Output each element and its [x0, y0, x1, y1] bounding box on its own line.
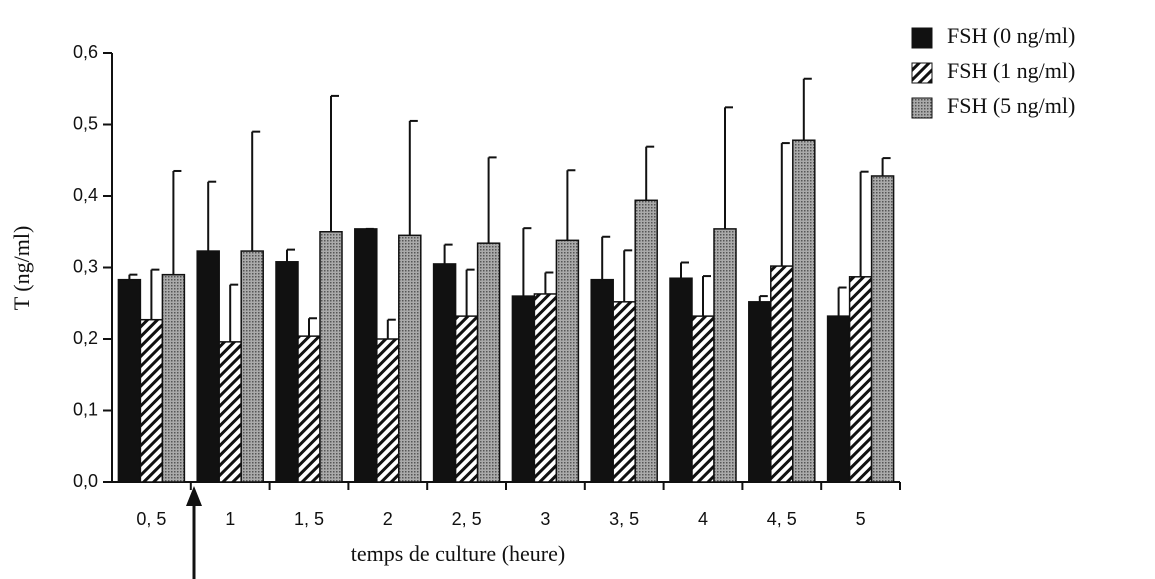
bar	[770, 265, 794, 483]
bar	[511, 295, 536, 483]
bar	[275, 261, 299, 483]
bar	[297, 335, 321, 483]
bar	[161, 273, 186, 483]
legend-swatch	[911, 27, 933, 49]
bar	[634, 199, 658, 483]
bar	[612, 301, 636, 483]
arrow	[186, 486, 202, 579]
y-tick-label: 0,2	[73, 328, 98, 348]
y-tick-label: 0,4	[73, 185, 98, 205]
bar	[713, 228, 737, 483]
bar	[376, 338, 400, 483]
bar	[319, 231, 343, 483]
bar	[691, 315, 715, 483]
x-tick-label: 1, 5	[294, 509, 324, 529]
bar	[555, 239, 580, 483]
bar	[117, 278, 142, 483]
x-tick-label: 3, 5	[609, 509, 639, 529]
bar	[669, 277, 693, 483]
bar	[870, 175, 895, 483]
bar	[476, 242, 501, 483]
legend-label: FSH (5 ng/ml)	[947, 93, 1075, 118]
x-tick-label: 0, 5	[136, 509, 166, 529]
legend-label: FSH (0 ng/ml)	[947, 23, 1075, 48]
y-tick-label: 0,6	[73, 42, 98, 62]
y-tick-label: 0,1	[73, 399, 98, 419]
x-tick-label: 4, 5	[767, 509, 797, 529]
bar	[218, 341, 242, 483]
bar	[590, 278, 614, 483]
x-tick-label: 1	[225, 509, 235, 529]
bar	[432, 263, 457, 483]
x-tick-label: 2	[383, 509, 393, 529]
bar	[196, 250, 220, 483]
x-axis-label: temps de culture (heure)	[351, 541, 565, 566]
bar	[533, 293, 558, 483]
bar	[240, 250, 264, 483]
bar	[792, 139, 816, 483]
x-tick-label: 3	[540, 509, 550, 529]
legend-label: FSH (1 ng/ml)	[947, 58, 1075, 83]
y-tick-label: 0,5	[73, 113, 98, 133]
y-tick-label: 0,3	[73, 256, 98, 276]
legend-swatch	[911, 97, 933, 119]
bar	[454, 315, 479, 483]
y-axis-label: T (ng/ml)	[9, 226, 34, 311]
y-tick-label: 0,0	[73, 471, 98, 491]
x-tick-label: 4	[698, 509, 708, 529]
bar	[848, 276, 873, 483]
x-tick-label: 5	[856, 509, 866, 529]
bar	[826, 315, 851, 483]
bar	[748, 301, 772, 483]
bar	[354, 228, 378, 483]
x-tick-label: 2, 5	[452, 509, 482, 529]
bar	[139, 318, 164, 483]
bar	[398, 234, 422, 483]
legend-swatch	[911, 62, 933, 84]
